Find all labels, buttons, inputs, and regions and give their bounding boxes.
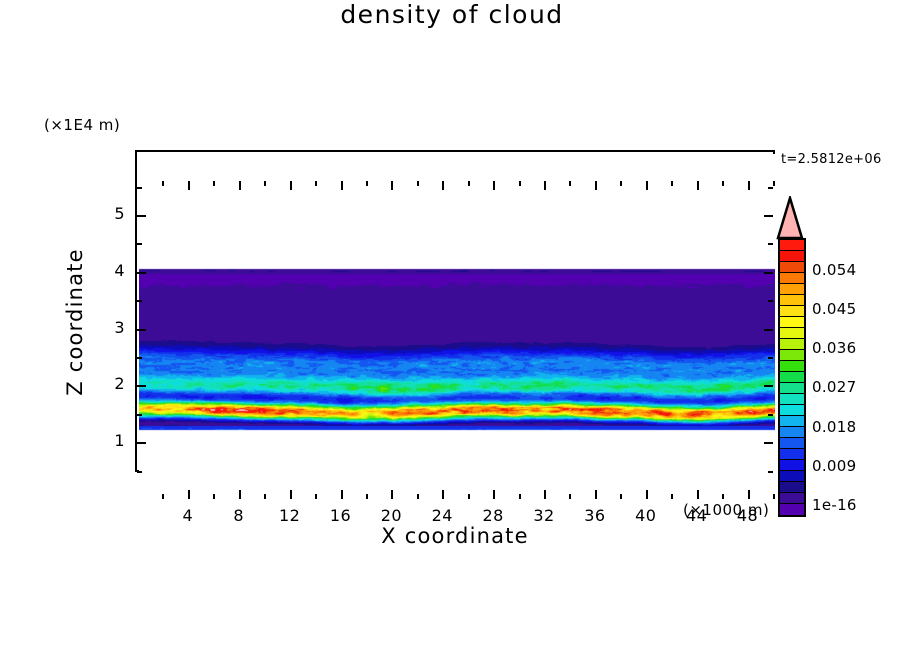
- colorbar-label: 0.045: [812, 299, 857, 318]
- colorbar-swatch: [780, 317, 804, 328]
- colorbar-label: 0.054: [812, 260, 857, 279]
- colorbar-arrow-cap: [776, 196, 804, 240]
- x-tick-label: 8: [233, 506, 245, 525]
- plot-area: [135, 150, 775, 472]
- x-tick-label: 12: [278, 506, 301, 525]
- colorbar-swatch: [780, 449, 804, 460]
- colorbar-swatch: [780, 493, 804, 504]
- colorbar-swatch: [780, 339, 804, 350]
- x-tick-label: 36: [584, 506, 606, 525]
- x-axis-title: X coordinate: [381, 524, 529, 548]
- page-title: density of cloud: [340, 0, 564, 29]
- z-axis-unit-label: (×1E4 m): [44, 116, 121, 134]
- y-tick-label: 2: [114, 374, 125, 394]
- colorbar-label: 0.009: [812, 457, 857, 476]
- colorbar-swatch: [780, 372, 804, 383]
- colorbar-swatch: [780, 394, 804, 405]
- colorbar-swatch: [780, 240, 804, 251]
- y-tick-label: 1: [114, 431, 125, 451]
- colorbar-swatch: [780, 427, 804, 438]
- density-field-heatmap: [139, 154, 775, 472]
- colorbar-swatch: [780, 273, 804, 284]
- x-tick-label: 40: [635, 506, 657, 525]
- colorbar-swatch: [780, 460, 804, 471]
- colorbar-label: 0.036: [812, 339, 857, 358]
- y-tick-label: 3: [114, 317, 125, 337]
- x-tick-label: 32: [533, 506, 555, 525]
- colorbar-label: 0.027: [812, 378, 857, 397]
- x-tick-label: 16: [329, 506, 352, 525]
- colorbar-swatch: [780, 383, 804, 394]
- colorbar-swatch: [780, 262, 804, 273]
- colorbar-swatch: [780, 328, 804, 339]
- colorbar-swatch: [780, 482, 804, 493]
- colorbar-swatch: [780, 504, 804, 515]
- x-tick-label: 20: [380, 506, 403, 525]
- x-axis-unit-label: (×1000 m): [683, 501, 770, 519]
- y-tick-label: 5: [114, 204, 125, 224]
- colorbar-swatch: [780, 284, 804, 295]
- colorbar-swatch: [780, 295, 804, 306]
- colorbar-swatch: [780, 350, 804, 361]
- time-annotation: t=2.5812e+06: [781, 152, 882, 167]
- y-axis-title: Z coordinate: [63, 248, 87, 396]
- colorbar-swatch: [780, 251, 804, 262]
- colorbar-label: 1e-16: [812, 496, 857, 515]
- x-tick-label: 48: [736, 506, 759, 525]
- colorbar-label: 0.018: [812, 417, 857, 436]
- x-tick-label: 4: [182, 506, 194, 525]
- colorbar-swatch: [780, 361, 804, 372]
- colorbar-swatch: [780, 471, 804, 482]
- colorbar-swatch: [780, 306, 804, 317]
- colorbar-swatch: [780, 416, 804, 427]
- colorbar-swatch: [780, 438, 804, 449]
- x-tick-label: 24: [431, 506, 453, 525]
- colorbar-swatches: [778, 238, 806, 517]
- x-tick-label: 44: [685, 506, 708, 525]
- colorbar-swatch: [780, 405, 804, 416]
- x-tick-label: 28: [482, 506, 504, 525]
- y-tick-label: 4: [114, 260, 125, 280]
